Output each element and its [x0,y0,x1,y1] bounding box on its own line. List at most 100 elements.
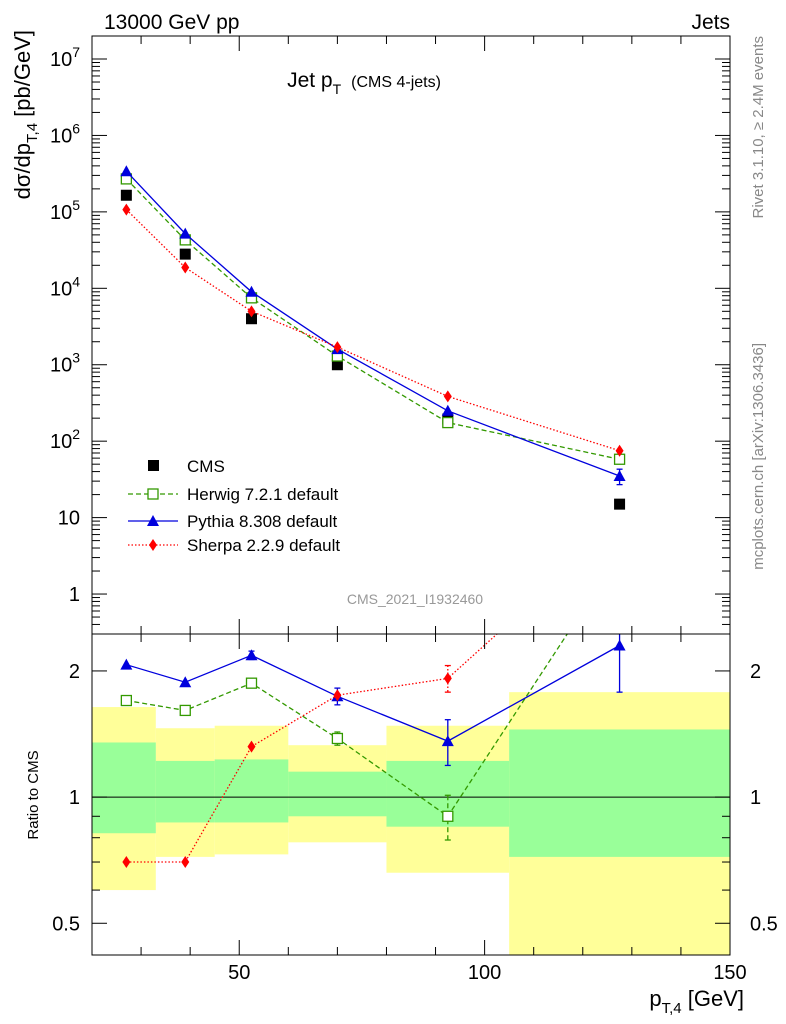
ratio-ytick-label-right: 1 [750,787,761,809]
ratio-band-green [92,742,156,834]
legend-label-cms: CMS [187,457,225,476]
legend-label-sherpa: Sherpa 2.2.9 default [187,536,340,555]
legend-entry-sherpa: Sherpa 2.2.9 default [128,536,340,555]
main-ylabel-suffix: [pb/GeV] [10,30,35,123]
legend-entry-cms: CMS [148,457,225,476]
main-point-cms [331,359,343,371]
ratio-point-herwig [331,732,344,745]
main-point-cms [179,248,191,260]
main-ylabel: dσ/dpT,4 [pb/GeV] [10,30,41,199]
main-ytick-label: 10 [58,508,80,530]
main-ytick-label: 1 [69,584,80,606]
ratio-panel-frame [91,633,731,956]
ratio-xtick-label: 100 [468,962,501,984]
main-ytick-label-base: 10 [50,278,72,300]
ratio-point-sherpa [443,672,452,685]
ratio-xlabel: pT,4 [GeV] [649,986,744,1017]
main-point-cms [614,498,626,510]
main-ytick-label-exp: 2 [72,426,80,442]
main-ylabel-sub: T,4 [24,123,41,143]
ratio-ytick-label: 1 [69,787,80,809]
legend-marker-pythia [147,515,159,526]
ratio-xtick-label: 50 [228,962,250,984]
legend-label-pythia: Pythia 8.308 default [187,512,338,531]
main-point-pythia [441,404,454,416]
plot-title: Jet pT (CMS 4-jets) [287,69,441,97]
main-ytick-label-exp: 6 [72,120,80,136]
legend-marker-sherpa [149,539,157,551]
main-point-sherpa [181,261,190,274]
main-point-sherpa [333,341,342,354]
plot-title-main: Jet p [287,69,333,92]
ratio-ytick-label: 0.5 [52,913,80,935]
ratio-band-green [288,771,387,817]
ratio-xlabel-suffix: [GeV] [682,986,744,1011]
ratio-panel: 0.5 0.5 1 1 2 2 50 100 150 Ratio to CMS pT,4 [G… [25,517,778,1017]
main-ytick-label-base: 10 [50,125,72,147]
main-point-cms [120,189,132,201]
ratio-band-green [155,760,215,823]
main-ytick-label-base: 10 [50,49,72,71]
legend-entry-herwig: Herwig 7.2.1 default [128,485,338,504]
main-point-sherpa [247,305,256,318]
main-line-sherpa [125,209,620,452]
legend-label-herwig: Herwig 7.2.1 default [187,485,338,504]
ratio-series-sherpa [122,517,624,869]
main-series-pythia [120,165,626,486]
ratio-point-sherpa [181,856,190,869]
main-ytick-label: 105 [50,197,80,224]
ratio-point-herwig [179,704,191,717]
ratio-point-sherpa [616,517,624,529]
main-ytick-label-base: 10 [50,431,72,453]
analysis-id-label: CMS_2021_I1932460 [347,591,483,607]
ratio-point-herwig [245,677,258,689]
main-ytick-label: 103 [50,350,80,377]
main-line-pythia [125,170,620,477]
main-line-herwig [125,178,620,460]
header-left-label: 13000 GeV pp [104,11,239,34]
main-ytick-label-exp: 7 [72,44,80,60]
ratio-point-pythia [441,735,454,747]
main-ytick-label-base: 10 [50,202,72,224]
ratio-band-green [214,759,289,823]
legend-marker-herwig [147,488,159,500]
rivet-label: Rivet 3.1.10, ≥ 2.4M events [750,36,767,219]
main-point-sherpa [615,444,624,457]
ratio-xlabel-sub: T,4 [662,1000,682,1017]
ratio-point-herwig [120,694,133,707]
ratio-point-pythia [179,676,192,688]
legend-marker-cms [148,460,159,471]
ratio-point-herwig [442,810,454,822]
ratio-xlabel-prefix: p [649,986,661,1011]
ratio-xtick-label: 150 [713,962,746,984]
ratio-point-sherpa [122,856,131,869]
main-ytick-label: 107 [50,44,80,71]
main-series-herwig [120,173,626,465]
plot-title-suffix: (CMS 4-jets) [351,74,441,91]
ratio-line-pythia [126,644,620,742]
main-ytick-label-base: 1 [69,584,80,606]
main-point-pythia [179,227,192,239]
ratio-line-herwig [126,634,569,818]
main-point-pythia [613,470,626,482]
main-point-herwig [442,416,454,429]
legend: CMS Herwig 7.2.1 default Pythia 8.308 de… [128,457,340,555]
main-ytick-label: 102 [50,426,80,453]
ratio-series-herwig [120,634,569,841]
main-ytick-label-exp: 3 [72,350,80,366]
main-ytick-label-base: 10 [58,508,80,530]
main-series-sherpa [122,203,624,457]
main-point-sherpa [443,390,452,403]
mcplots-label: mcplots.cern.ch [arXiv:1306.3436] [750,343,767,570]
ratio-ytick-label-right: 0.5 [750,913,778,935]
main-ytick-label-exp: 4 [72,273,80,289]
ratio-point-sherpa [247,740,256,753]
ratio-ylabel: Ratio to CMS [25,750,42,839]
main-ytick-label: 106 [50,120,80,147]
ratio-point-pythia [613,639,626,651]
main-point-sherpa [122,203,131,216]
main-point-pythia [120,165,133,177]
ratio-point-pythia [245,649,258,661]
